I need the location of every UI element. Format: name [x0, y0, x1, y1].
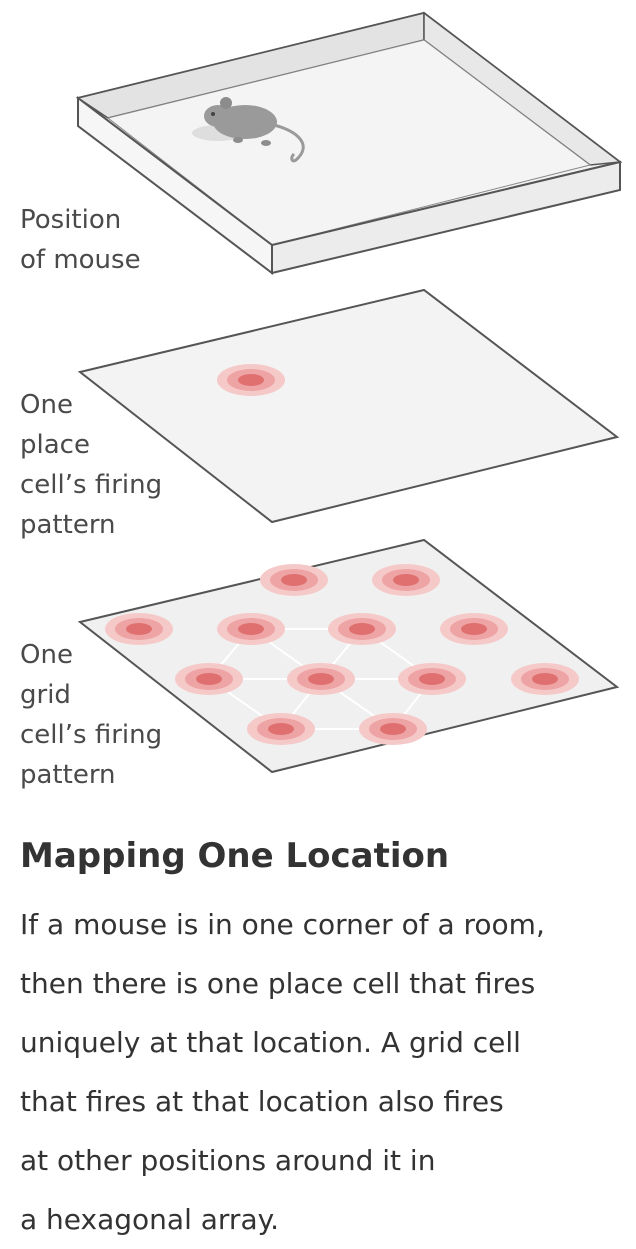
label-position-of-mouse: Position of mouse [20, 200, 141, 280]
label-line: pattern [20, 510, 116, 540]
caption-line: that fires at that location also fires [20, 1085, 504, 1118]
label-line: grid [20, 680, 71, 710]
label-line: Position [20, 205, 122, 235]
firing-field [398, 663, 466, 695]
firing-field [105, 613, 173, 645]
firing-field [175, 663, 243, 695]
mouse-icon [192, 97, 305, 163]
diagram [75, 11, 623, 774]
label-line: of mouse [20, 245, 141, 275]
firing-field [328, 613, 396, 645]
label-line: place [20, 430, 90, 460]
label-line: cell’s firing [20, 720, 163, 750]
caption-body: If a mouse is in one corner of a room, t… [20, 895, 620, 1249]
caption-line: a hexagonal array. [20, 1203, 280, 1236]
firing-field [247, 713, 315, 745]
caption-line: If a mouse is in one corner of a room, [20, 908, 545, 941]
caption-line: then there is one place cell that fires [20, 967, 536, 1000]
firing-field [260, 564, 328, 596]
firing-field [217, 364, 285, 396]
place-cell-fields [217, 364, 285, 396]
place-cell-plane [77, 288, 620, 524]
firing-field [372, 564, 440, 596]
label-place-cell: One place cell’s firing pattern [20, 385, 162, 545]
label-line: One [20, 640, 73, 670]
label-line: cell’s firing [20, 470, 163, 500]
caption-title: Mapping One Location [20, 836, 450, 876]
arena-right-side [271, 160, 621, 275]
label-line: pattern [20, 760, 116, 790]
grid-cell-fields [105, 564, 579, 745]
firing-field [287, 663, 355, 695]
label-grid-cell: One grid cell’s firing pattern [20, 635, 162, 795]
firing-field [440, 613, 508, 645]
label-line: One [20, 390, 73, 420]
caption-line: uniquely at that location. A grid cell [20, 1026, 521, 1059]
firing-field [511, 663, 579, 695]
firing-field [359, 713, 427, 745]
caption-line: at other positions around it in [20, 1144, 436, 1177]
arena-box [75, 11, 623, 276]
firing-field [217, 613, 285, 645]
